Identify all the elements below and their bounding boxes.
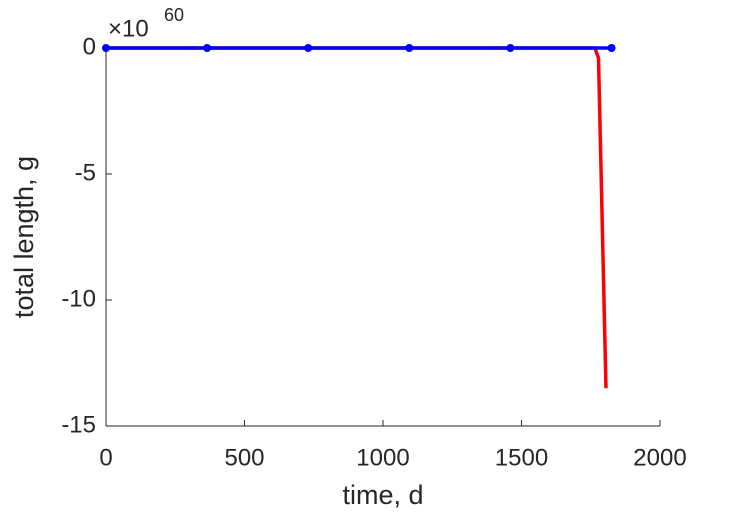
- y-axis-label: total length, g: [9, 156, 39, 318]
- series-marker: [405, 44, 414, 52]
- x-axis-label: time, d: [342, 480, 423, 510]
- series-marker: [102, 44, 110, 52]
- series-marker: [506, 44, 515, 52]
- y-tick-label: -5: [75, 159, 96, 186]
- exponent-base: ×10: [108, 15, 149, 42]
- series-line: [106, 46, 608, 389]
- y-tick-label: -15: [61, 411, 96, 438]
- series-marker: [304, 44, 313, 52]
- exponent-power: 60: [164, 5, 184, 25]
- x-tick-label: 0: [99, 444, 112, 471]
- x-tick-label: 2000: [633, 444, 686, 471]
- x-tick-label: 1500: [495, 444, 548, 471]
- series-marker: [607, 44, 616, 52]
- y-tick-label: 0: [83, 33, 96, 60]
- x-tick-label: 1000: [356, 444, 409, 471]
- x-tick-label: 500: [224, 444, 264, 471]
- y-tick-label: -10: [61, 285, 96, 312]
- series-marker: [203, 44, 212, 52]
